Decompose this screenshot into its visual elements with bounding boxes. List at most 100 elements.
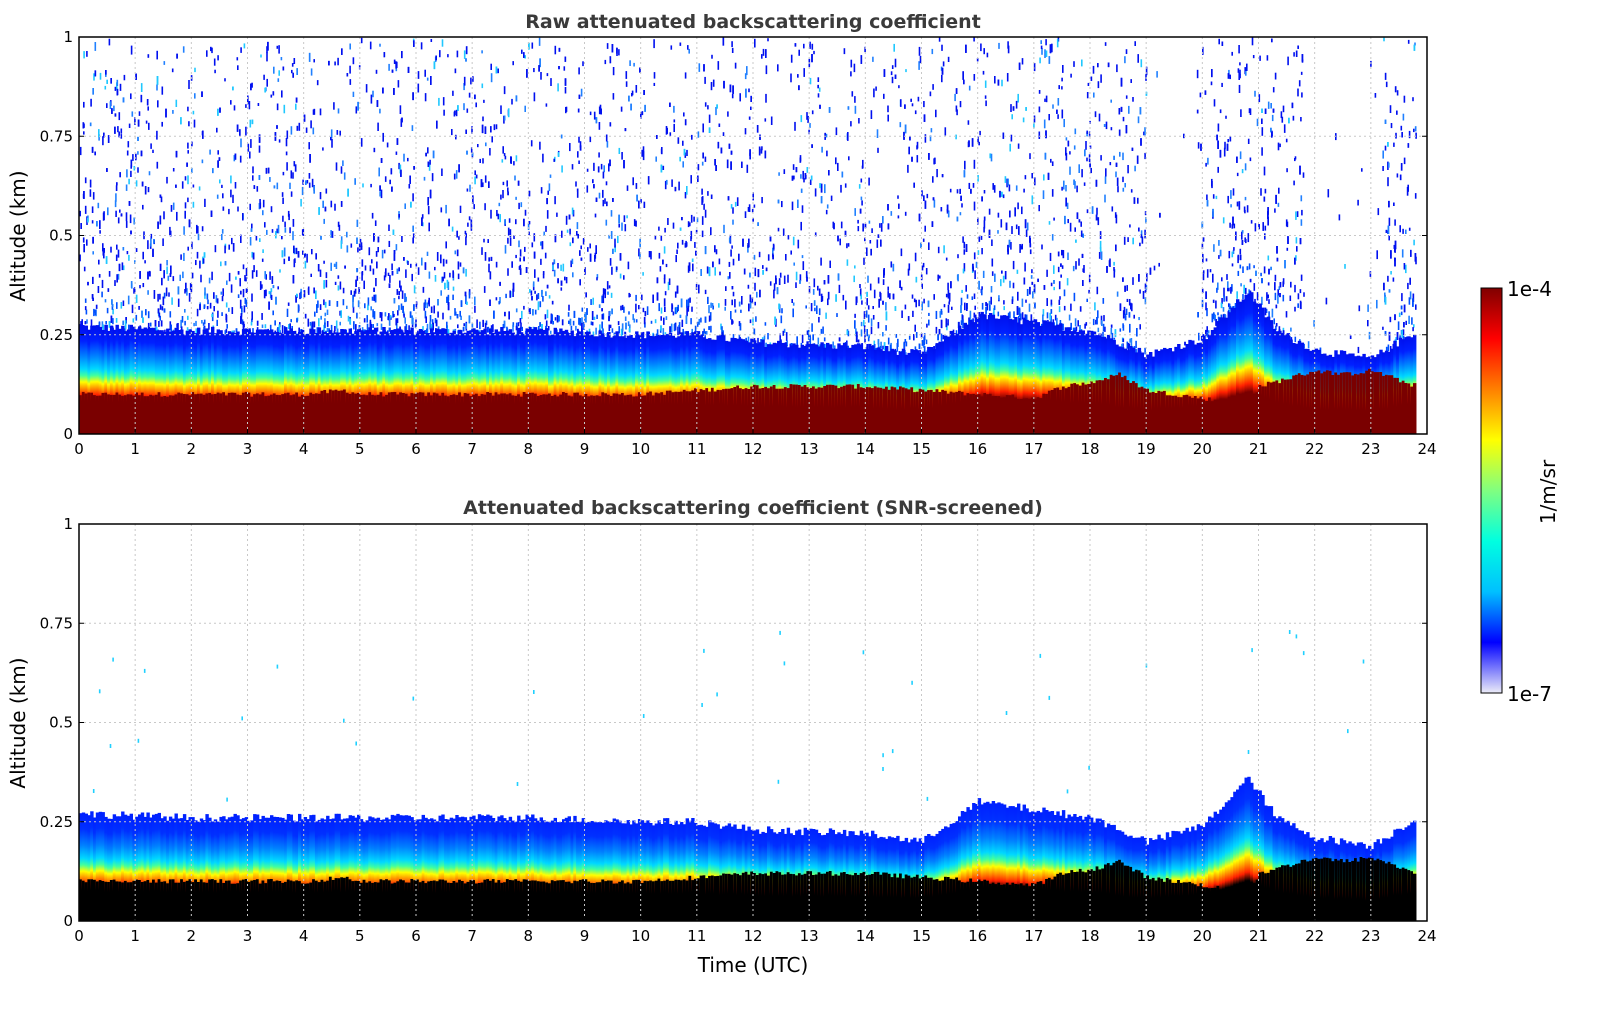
noise-speck [1117, 186, 1119, 193]
noise-speck [897, 215, 900, 219]
noise-speck [451, 226, 454, 232]
noise-speck [457, 261, 460, 270]
noise-speck [395, 151, 398, 155]
field-column [112, 329, 117, 434]
noise-speck [122, 247, 125, 251]
noise-speck [1079, 306, 1082, 312]
noise-speck [1109, 258, 1111, 267]
noise-speck [866, 247, 868, 256]
noise-speck [126, 251, 129, 255]
noise-speck [665, 263, 668, 268]
noise-speck [589, 243, 591, 249]
noise-speck [609, 310, 611, 317]
noise-speck [1236, 172, 1239, 177]
noise-speck [1144, 152, 1146, 160]
noise-speck [751, 297, 754, 304]
core-column [539, 395, 543, 434]
noise-speck [152, 248, 154, 257]
noise-speck [549, 330, 552, 334]
noise-speck [1075, 239, 1077, 243]
noise-speck [377, 236, 380, 243]
noise-speck [990, 286, 993, 293]
noise-speck [296, 318, 298, 323]
noise-speck [1130, 302, 1132, 310]
noise-speck [1281, 116, 1284, 123]
noise-speck [924, 200, 927, 209]
noise-speck [413, 304, 415, 311]
noise-speck [424, 69, 426, 77]
noise-speck [900, 286, 903, 291]
noise-speck [380, 189, 383, 199]
noise-speck [948, 301, 950, 305]
noise-speck [1413, 44, 1416, 51]
noise-speck [251, 318, 253, 323]
noise-speck [161, 277, 163, 286]
noise-speck [449, 315, 452, 320]
noise-speck [746, 164, 749, 173]
noise-speck [217, 160, 219, 168]
noise-speck [558, 315, 560, 322]
noise-speck [1124, 183, 1126, 188]
field-column [149, 327, 153, 434]
noise-speck [342, 299, 345, 306]
noise-speck [1221, 82, 1223, 87]
noise-speck [1050, 282, 1053, 287]
noise-speck [392, 311, 394, 318]
noise-speck [1399, 174, 1402, 181]
noise-speck [887, 337, 890, 345]
noise-speck [625, 71, 628, 79]
noise-speck [291, 63, 294, 67]
noise-speck [1129, 224, 1131, 228]
noise-speck [105, 321, 107, 325]
noise-speck [816, 305, 818, 314]
noise-speck [166, 260, 168, 266]
noise-speck [870, 326, 873, 335]
noise-speck [131, 111, 134, 117]
noise-speck [641, 149, 643, 157]
noise-speck [1024, 175, 1027, 180]
noise-speck [1264, 307, 1267, 316]
noise-speck [626, 185, 629, 191]
noise-speck [809, 77, 812, 85]
noise-speck [1233, 247, 1235, 251]
noise-speck [825, 312, 827, 319]
noise-speck [1221, 298, 1223, 304]
noise-speck [624, 316, 627, 321]
noise-speck [986, 303, 989, 311]
noise-speck [1255, 270, 1257, 276]
noise-speck [92, 88, 94, 95]
noise-speck [1044, 49, 1046, 58]
noise-speck [111, 108, 113, 114]
noise-speck [439, 50, 441, 58]
noise-speck [1201, 243, 1204, 250]
noise-speck [973, 252, 976, 260]
noise-speck [279, 269, 281, 273]
noise-speck [1033, 122, 1035, 129]
noise-speck [296, 293, 298, 297]
noise-speck [465, 237, 467, 246]
noise-speck [728, 261, 731, 267]
noise-speck [557, 278, 559, 284]
field-column [314, 333, 319, 434]
noise-speck [1095, 319, 1097, 325]
noise-speck [1032, 291, 1034, 299]
noise-speck [221, 184, 223, 188]
field-column [300, 329, 305, 434]
noise-speck [475, 102, 477, 108]
noise-speck [175, 99, 178, 107]
noise-speck [686, 307, 688, 317]
noise-speck [1299, 238, 1302, 245]
noise-speck [507, 187, 509, 192]
noise-speck [1111, 332, 1114, 342]
field-column [491, 332, 496, 434]
noise-speck [324, 312, 327, 317]
noise-speck [667, 218, 669, 225]
noise-speck [148, 122, 150, 130]
noise-speck [666, 179, 668, 185]
noise-speck [732, 219, 734, 225]
noise-speck [663, 274, 666, 280]
core-column [154, 394, 159, 434]
noise-speck [263, 290, 266, 299]
noise-speck [245, 267, 248, 277]
noise-speck [141, 310, 143, 318]
